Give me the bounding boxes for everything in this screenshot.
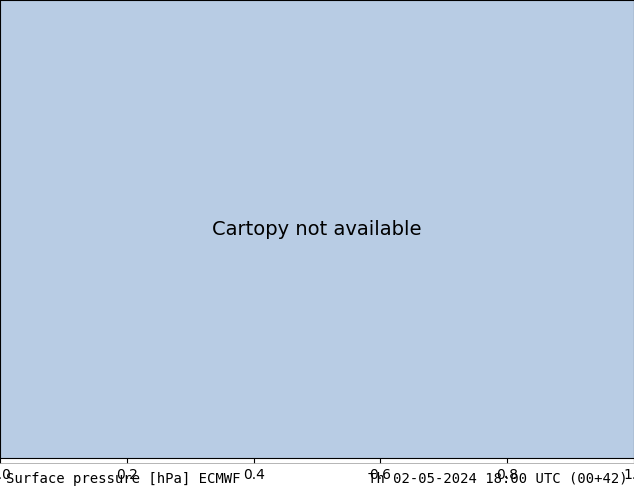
Text: Surface pressure [hPa] ECMWF: Surface pressure [hPa] ECMWF [6, 472, 241, 486]
Text: Cartopy not available: Cartopy not available [212, 220, 422, 239]
Text: Th 02-05-2024 18:00 UTC (00+42): Th 02-05-2024 18:00 UTC (00+42) [368, 472, 628, 486]
